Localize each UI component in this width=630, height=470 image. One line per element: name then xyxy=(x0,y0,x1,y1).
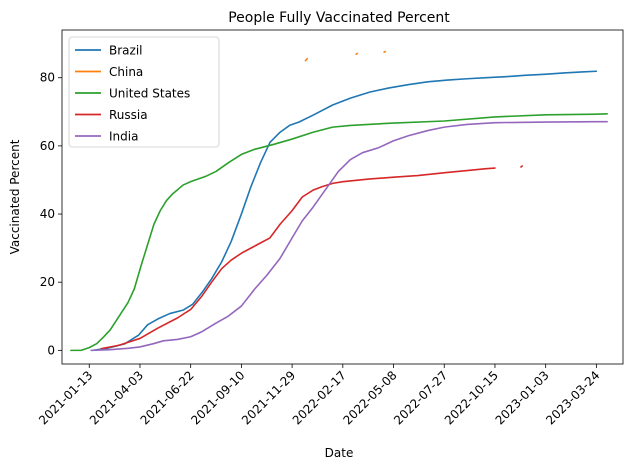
y-tick-label: 0 xyxy=(47,343,55,357)
series-united-states xyxy=(70,113,608,352)
y-tick-label: 40 xyxy=(40,207,55,221)
series-segment-china-0 xyxy=(304,57,309,62)
series-russia xyxy=(100,165,524,350)
series-segment-china-2 xyxy=(383,50,387,53)
legend-label-russia: Russia xyxy=(109,108,148,122)
y-tick-label: 20 xyxy=(40,275,55,289)
y-tick-label: 80 xyxy=(40,71,55,85)
y-axis-label: Vaccinated Percent xyxy=(8,139,22,254)
y-tick-label: 60 xyxy=(40,139,55,153)
series-line-brazil xyxy=(91,70,598,352)
chart-title: People Fully Vaccinated Percent xyxy=(228,10,450,26)
x-axis-label: Date xyxy=(325,446,354,460)
series-india xyxy=(90,120,608,352)
legend-label-china: China xyxy=(109,65,143,79)
series-china xyxy=(304,50,387,62)
series-layer xyxy=(70,50,608,352)
legend-box xyxy=(68,36,220,148)
x-axis-ticks: 2021-01-132021-04-032021-06-222021-09-10… xyxy=(36,364,602,427)
series-brazil xyxy=(91,70,598,352)
series-line-india xyxy=(90,120,608,352)
legend-label-brazil: Brazil xyxy=(109,44,143,58)
series-line-russia xyxy=(100,167,496,350)
legend-label-india: India xyxy=(109,130,138,144)
legend: Brazil China United States Russia India xyxy=(68,36,220,148)
series-segment-china-1 xyxy=(355,52,359,55)
legend-label-united-states: United States xyxy=(109,87,190,101)
x-tick-label: 2023-03-24 xyxy=(543,368,602,427)
series-segment-russia-0 xyxy=(520,165,524,168)
series-line-united-states xyxy=(70,113,608,352)
plot-area xyxy=(61,29,624,365)
y-axis-ticks: 0 20 40 60 80 xyxy=(40,71,62,357)
